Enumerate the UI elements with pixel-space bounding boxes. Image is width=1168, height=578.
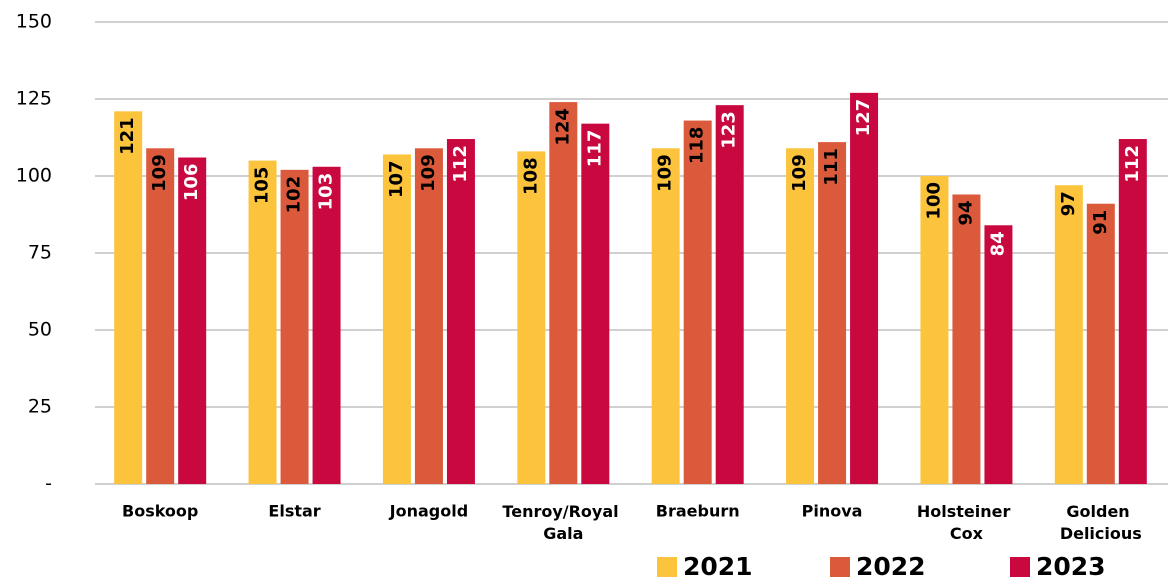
y-tick-label: 150 <box>16 11 52 33</box>
x-tick-label: Golden Delicious <box>1060 502 1142 543</box>
bar <box>382 154 411 484</box>
value-label: 112 <box>450 145 471 183</box>
x-tick-label: Elstar <box>268 502 320 521</box>
value-label: 105 <box>252 167 273 205</box>
y-tick-label: 25 <box>28 396 52 418</box>
value-label: 112 <box>1122 145 1143 183</box>
value-label: 100 <box>923 182 944 220</box>
x-tick-label: Pinova <box>802 502 863 521</box>
legend-label: 2023 <box>1036 552 1106 578</box>
bar <box>549 102 578 484</box>
bar <box>920 176 949 484</box>
value-label: 117 <box>584 130 605 168</box>
value-label: 97 <box>1058 191 1079 216</box>
x-tick-label: Jonagold <box>389 502 469 521</box>
value-label: 118 <box>687 127 708 165</box>
y-tick-label: 75 <box>28 242 52 264</box>
legend-swatch <box>830 557 850 577</box>
bar <box>114 111 143 484</box>
value-label: 124 <box>552 108 573 146</box>
bar <box>146 148 175 484</box>
bar <box>1118 139 1147 485</box>
value-label: 127 <box>853 99 874 137</box>
legend-swatch <box>657 557 677 577</box>
bar <box>1054 185 1083 485</box>
value-label: 109 <box>789 154 810 192</box>
value-label: 109 <box>655 154 676 192</box>
bar <box>581 123 610 484</box>
value-label: 84 <box>987 231 1008 256</box>
x-tick-label: Braeburn <box>656 502 740 521</box>
y-tick-label: 125 <box>16 88 52 110</box>
bar <box>1086 203 1115 484</box>
bar <box>280 169 309 484</box>
value-label: 121 <box>117 117 138 155</box>
value-label: 111 <box>821 148 842 186</box>
bar <box>952 194 981 485</box>
bar <box>850 92 879 484</box>
bar <box>248 160 277 484</box>
x-tick-label: Boskoop <box>122 502 198 521</box>
legend-label: 2022 <box>856 552 926 578</box>
bar <box>178 157 207 484</box>
value-label: 108 <box>520 157 541 195</box>
bar <box>312 166 341 484</box>
value-label: 107 <box>386 160 407 198</box>
value-label: 123 <box>719 111 740 149</box>
value-label: 109 <box>149 154 170 192</box>
value-label: 106 <box>181 164 202 202</box>
bar <box>517 151 546 485</box>
bar <box>786 148 815 484</box>
bar <box>414 148 443 484</box>
value-label: 91 <box>1090 210 1111 235</box>
x-tick-label: Tenroy/Royal Gala <box>502 502 624 543</box>
y-tick-label: 50 <box>28 319 52 341</box>
bar <box>651 148 680 484</box>
bar <box>984 225 1013 484</box>
x-tick-label: Holsteiner Cox <box>917 502 1016 543</box>
value-label: 109 <box>418 154 439 192</box>
value-label: 103 <box>316 173 337 211</box>
value-label: 102 <box>284 176 305 214</box>
bar <box>446 139 475 485</box>
legend-swatch <box>1010 557 1030 577</box>
y-tick-label: 100 <box>16 165 52 187</box>
bar <box>683 120 712 484</box>
bar <box>818 142 847 484</box>
y-tick-label: - <box>45 473 52 495</box>
legend-label: 2021 <box>683 552 753 578</box>
bar <box>715 105 744 484</box>
value-label: 94 <box>955 200 976 225</box>
